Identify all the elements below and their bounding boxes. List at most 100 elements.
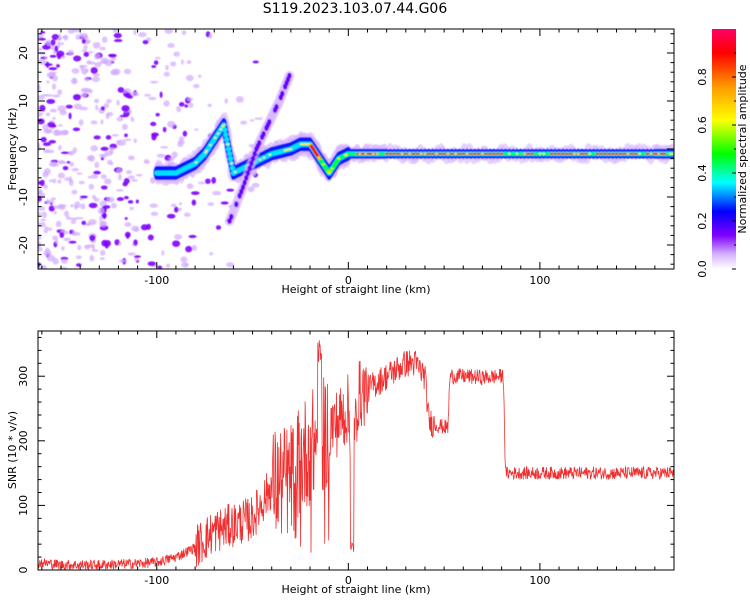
noise-blob <box>93 170 101 175</box>
ridge-hot <box>560 152 566 155</box>
noise-blob <box>99 249 106 256</box>
noise-blob <box>89 254 95 262</box>
noise-blob <box>80 195 88 199</box>
noise-blob <box>127 175 136 180</box>
ridge-hot <box>438 152 443 155</box>
ridge-fleck <box>538 152 542 155</box>
noise-blob <box>48 139 57 144</box>
chart-title: S119.2023.103.07.44.G06 <box>262 1 448 17</box>
colorbar-tick-label: 0.8 <box>696 68 709 86</box>
ridge-fleck <box>209 144 212 147</box>
noise-blob <box>151 133 157 141</box>
noise-blob <box>38 112 44 115</box>
noise-blob <box>184 262 189 268</box>
noise-blob <box>40 179 45 187</box>
branch-band <box>249 160 254 167</box>
ridge-hot <box>579 152 585 155</box>
noise-blob <box>42 171 49 178</box>
noise-blob <box>191 191 200 196</box>
noise-blob <box>56 50 65 58</box>
colorbar: 0.0 0.2 0.4 0.6 0.8 Normalized spectral ampl… <box>696 29 749 278</box>
noise-blob <box>110 161 114 166</box>
noise-blob <box>112 29 120 34</box>
noise-blob <box>101 212 107 219</box>
noise-blob <box>115 139 121 146</box>
noise-blob <box>44 63 53 67</box>
noise-blob <box>100 185 108 190</box>
noise-blob <box>209 252 214 256</box>
noise-blob <box>79 64 85 71</box>
noise-blob <box>77 244 82 251</box>
noise-blob <box>46 80 50 84</box>
ridge-core <box>224 136 230 142</box>
ridge-hot <box>388 152 393 155</box>
ridge-fleck <box>465 152 469 155</box>
branch-band <box>250 155 256 162</box>
ridge-fleck <box>523 152 526 155</box>
noise-blob <box>127 252 136 256</box>
noise-blob <box>98 153 105 158</box>
noise-blob <box>106 98 112 104</box>
noise-blob <box>76 172 83 175</box>
snr-x-label: Height of straight line (km) <box>281 583 430 596</box>
branch-band <box>274 104 279 110</box>
noise-blob <box>149 177 156 184</box>
noise-blob <box>64 210 69 217</box>
noise-blob <box>100 119 104 125</box>
noise-blob <box>118 241 122 246</box>
noise-blob <box>38 262 41 268</box>
noise-blob <box>191 199 197 206</box>
noise-blob <box>65 104 73 109</box>
noise-blob <box>164 29 174 34</box>
ridge-fleck <box>327 172 331 174</box>
noise-blob <box>185 74 194 82</box>
noise-blob <box>135 173 143 177</box>
ridge-core <box>226 151 233 157</box>
ridge-core <box>226 146 232 152</box>
noise-blob <box>110 69 119 76</box>
noise-blob <box>251 182 260 188</box>
noise-blob <box>67 29 75 34</box>
ridge-core <box>227 156 234 162</box>
noise-blob <box>80 33 88 39</box>
branch-band <box>245 170 251 176</box>
noise-blob <box>75 255 82 260</box>
ridge-fleck <box>400 152 404 155</box>
spectrogram-x-tick-label: -100 <box>144 274 169 287</box>
noise-blob <box>95 104 99 111</box>
noise-blob <box>56 64 60 68</box>
ridge-core-green <box>545 152 550 156</box>
noise-blob <box>116 197 125 202</box>
ridge-hot <box>556 152 562 155</box>
ridge-fleck <box>308 143 312 146</box>
noise-blob <box>127 155 135 161</box>
ridge-hot <box>599 152 604 155</box>
ridge-hot <box>526 152 531 155</box>
noise-blob <box>188 102 194 109</box>
ridge-fleck <box>371 152 375 155</box>
noise-blob <box>79 106 88 111</box>
ridge-core-green <box>503 152 508 156</box>
spectrogram-y-tick-label: 20 <box>17 46 30 60</box>
ridge-fleck <box>318 157 322 160</box>
noise-blob <box>156 153 166 158</box>
spectrogram-y-tick-label: 0 <box>17 146 30 153</box>
noise-blob <box>38 95 45 101</box>
noise-blob <box>57 41 61 49</box>
ridge-fleck <box>230 162 233 165</box>
noise-blob <box>88 183 95 190</box>
noise-blob <box>133 255 141 258</box>
noise-blob <box>90 120 98 125</box>
ridge-hot <box>644 152 650 155</box>
noise-blob <box>99 257 105 261</box>
ridge-fleck <box>258 158 262 161</box>
ridge-core-green <box>510 152 516 156</box>
noise-blob <box>113 32 122 39</box>
noise-blob <box>40 218 47 222</box>
noise-blob <box>83 45 88 50</box>
ridge-hot <box>564 152 569 155</box>
spectrogram-x-tick-label: 0 <box>345 274 352 287</box>
noise-blob <box>90 174 99 179</box>
noise-blob <box>106 196 115 203</box>
